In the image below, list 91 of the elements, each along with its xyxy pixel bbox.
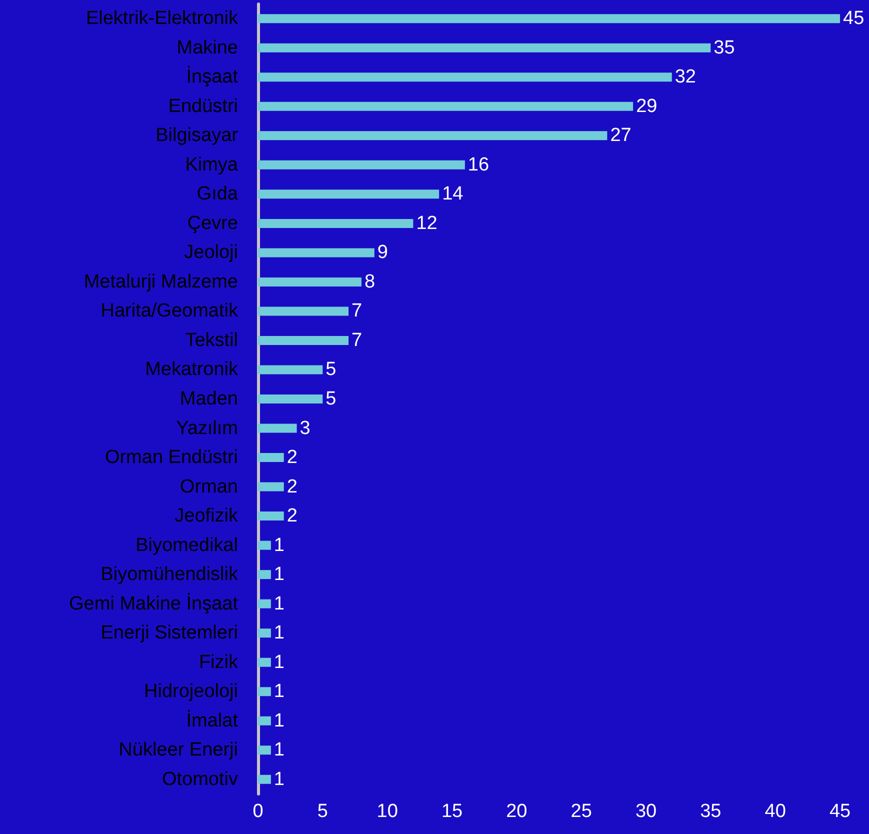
bar [258, 365, 323, 374]
y-tick-label: Endüstri [168, 96, 238, 117]
y-tick-label: Biyomedikal [136, 534, 238, 556]
data-label: 7 [352, 300, 362, 322]
y-tick-label: Jeofizik [174, 506, 238, 527]
y-tick-label: Enerji Sistemleri [100, 622, 238, 644]
y-tick-label: Jeoloji [184, 242, 238, 264]
bar [258, 102, 634, 111]
data-label: 12 [416, 212, 438, 234]
bar [258, 72, 672, 82]
data-label: 1 [274, 622, 285, 644]
y-tick-label: Hidrojeoloji [144, 681, 238, 702]
data-label: 3 [300, 418, 310, 439]
bar [258, 540, 271, 550]
y-tick-label: İmalat [186, 709, 239, 732]
bar [258, 277, 362, 286]
x-tick-label: 45 [829, 801, 851, 822]
data-label: 1 [274, 593, 285, 614]
bar [258, 628, 271, 638]
x-tick-label: 15 [441, 801, 463, 822]
bar [258, 248, 374, 258]
bar [258, 658, 271, 667]
data-label: 1 [274, 740, 285, 761]
bar [258, 160, 465, 170]
bar [258, 131, 608, 140]
bar [258, 512, 284, 521]
data-label: 1 [274, 681, 285, 702]
y-tick-label: Çevre [187, 212, 238, 234]
data-label: 27 [610, 125, 632, 146]
y-tick-label: Maden [180, 388, 238, 410]
bar [258, 482, 284, 492]
bar [258, 599, 271, 608]
bar [258, 774, 271, 784]
data-label: 32 [674, 66, 696, 88]
data-label: 16 [468, 154, 490, 176]
bar [258, 306, 349, 316]
y-tick-label: İnşaat [186, 66, 239, 88]
y-tick-label: Metalurji Malzeme [84, 271, 238, 292]
y-tick-label: Gıda [196, 184, 238, 205]
data-label: 8 [364, 271, 376, 292]
y-tick-label: Yazılım [176, 418, 238, 439]
bar [258, 43, 711, 52]
data-label: 5 [326, 359, 336, 380]
y-tick-label: Gemi Makine İnşaat [69, 592, 239, 614]
y-tick-label: Biyomühendislik [100, 564, 238, 586]
data-label: 2 [286, 506, 298, 527]
data-label: 1 [274, 768, 285, 790]
x-tick-label: 20 [506, 801, 528, 822]
x-tick-label: 40 [764, 801, 786, 822]
bar [258, 394, 323, 404]
data-label: 1 [274, 710, 285, 732]
y-tick-label: Orman Endüstri [104, 447, 238, 468]
y-tick-label: Bilgisayar [156, 125, 239, 146]
bar [258, 190, 440, 199]
y-tick-label: Nükleer Enerji [118, 740, 238, 761]
y-tick-label: Mekatronik [145, 359, 238, 380]
data-label: 2 [286, 447, 298, 468]
x-tick-label: 10 [376, 801, 398, 822]
data-label: 1 [274, 652, 285, 673]
data-label: 45 [843, 8, 864, 30]
y-tick-label: Orman [180, 476, 238, 498]
bar [258, 716, 271, 726]
data-label: 5 [326, 388, 336, 410]
x-tick-label: 0 [252, 801, 264, 822]
bar [258, 218, 414, 228]
bar [258, 14, 840, 24]
data-label: 14 [442, 184, 464, 205]
x-tick-label: 35 [700, 801, 722, 822]
y-tick-label: Elektrik-Elektronik [86, 8, 238, 30]
data-label: 29 [636, 96, 658, 117]
bar [258, 570, 271, 580]
x-tick-label: 25 [570, 801, 592, 822]
bar [258, 424, 297, 433]
y-tick-label: Makine [176, 37, 238, 58]
y-tick-label: Harita/Geomatik [100, 300, 238, 322]
bar [258, 746, 271, 755]
x-tick-label: 30 [635, 801, 657, 822]
bar [258, 336, 349, 345]
y-tick-label: Otomotiv [162, 768, 238, 790]
bar [258, 453, 284, 462]
data-label: 35 [714, 37, 735, 58]
y-tick-label: Kimya [185, 154, 238, 176]
data-label: 9 [377, 242, 388, 264]
data-label: 7 [352, 330, 362, 351]
data-label: 2 [286, 476, 298, 498]
y-tick-label: Tekstil [185, 330, 238, 351]
y-tick-label: Fizik [198, 652, 238, 673]
data-label: 1 [274, 564, 285, 586]
x-tick-label: 5 [317, 801, 328, 822]
data-label: 1 [274, 534, 285, 556]
bar [258, 687, 271, 696]
